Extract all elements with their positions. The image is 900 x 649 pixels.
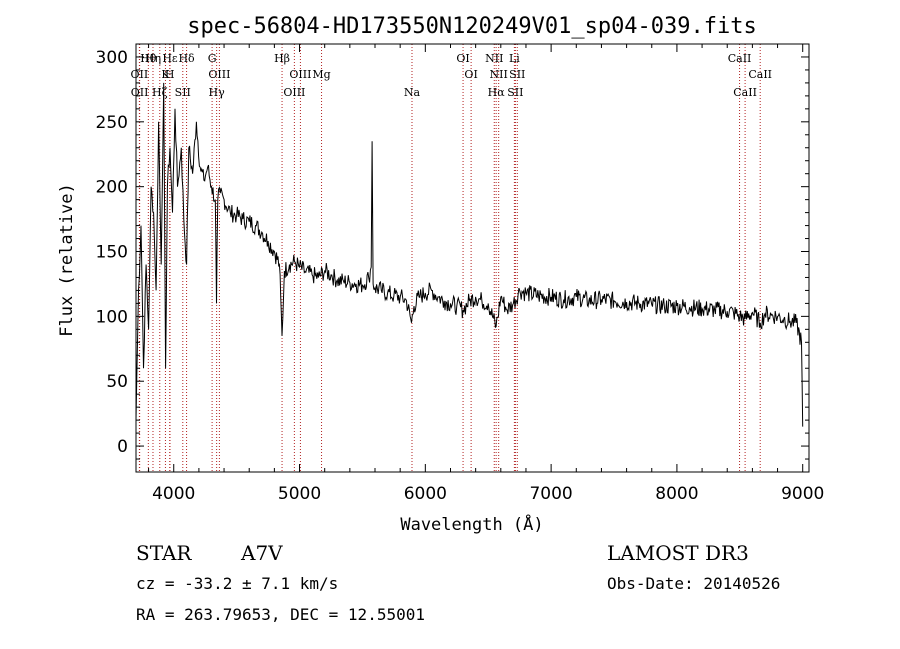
y-tick-label: 200 xyxy=(96,178,128,198)
spectral-line-label: K xyxy=(161,68,170,81)
spectral-line-label: H xyxy=(165,68,175,81)
x-tick-label: 6000 xyxy=(404,484,447,504)
spectral-line-label: Mg xyxy=(312,68,330,81)
observation-date: Obs-Date: 20140526 xyxy=(607,574,780,593)
spectral-line-label: Hγ xyxy=(209,86,226,99)
spectral-line-label: OII xyxy=(131,86,149,99)
flux-series-line xyxy=(135,82,804,427)
spectral-line-label: NII xyxy=(485,52,503,65)
spectral-line-label: CaII xyxy=(748,68,772,81)
y-axis-ticks: 0 50 100 150 200 250 300 xyxy=(96,48,809,460)
spectral-line-label: Na xyxy=(404,86,421,99)
spectral-line-label: CaII xyxy=(733,86,757,99)
x-axis-ticks: 4000 5000 6000 7000 8000 9000 xyxy=(148,44,824,504)
x-tick-label: 7000 xyxy=(529,484,572,504)
spectral-line-label: SII xyxy=(175,86,191,99)
spectral-line-labels: HθOIIOIIHηKHζHεHSIIHδOIIIHγGOIIIOIIIHβMg… xyxy=(131,52,772,99)
spectral-line-label: Li xyxy=(509,52,520,65)
x-tick-label: 9000 xyxy=(781,484,824,504)
spectral-line-label: OI xyxy=(464,68,477,81)
y-tick-label: 50 xyxy=(106,372,128,392)
spectral-line-label: CaII xyxy=(728,52,752,65)
x-axis-label: Wavelength (Å) xyxy=(400,513,543,535)
spectral-line-label: Hα xyxy=(488,86,506,99)
y-tick-label: 250 xyxy=(96,113,128,133)
spectral-line-label: OIII xyxy=(208,68,230,81)
coordinates: RA = 263.79653, DEC = 12.55001 xyxy=(136,605,425,624)
spectral-line-label: NII xyxy=(490,68,508,81)
spectral-line-label: Hζ xyxy=(152,86,168,99)
spectral-subclass: A7V xyxy=(240,541,283,565)
spectral-line-label: SII xyxy=(507,86,523,99)
x-tick-label: 8000 xyxy=(655,484,698,504)
spectral-line-label: Hδ xyxy=(178,52,195,65)
survey-name: LAMOST DR3 xyxy=(607,541,749,565)
spectral-line-label: G xyxy=(208,52,217,65)
spectral-line-label: SII xyxy=(509,68,525,81)
spectral-line-label: OIII xyxy=(283,86,305,99)
spectral-line-label: Hβ xyxy=(274,52,290,65)
spectral-line-label: OII xyxy=(131,68,149,81)
y-axis-label: Flux (relative) xyxy=(57,183,77,337)
y-tick-label: 100 xyxy=(96,307,128,327)
redshift-velocity: cz = -33.2 ± 7.1 km/s xyxy=(136,574,338,593)
y-tick-label: 150 xyxy=(96,243,128,263)
spectral-line-label: OI xyxy=(456,52,469,65)
x-tick-label: 4000 xyxy=(152,484,195,504)
y-tick-label: 0 xyxy=(117,437,128,457)
object-type: STAR xyxy=(136,541,192,565)
x-tick-label: 5000 xyxy=(278,484,321,504)
spectral-line-markers xyxy=(138,44,761,472)
spectral-line-label: OIII xyxy=(289,68,311,81)
spectral-line-label: Hε xyxy=(162,52,178,65)
y-tick-label: 300 xyxy=(96,48,128,68)
chart-title: spec-56804-HD173550N120249V01_sp04-039.f… xyxy=(187,14,757,39)
spectral-line-label: Hθ xyxy=(140,52,157,65)
spectral-line-label: Hη xyxy=(145,52,161,65)
plot-frame xyxy=(135,43,810,473)
